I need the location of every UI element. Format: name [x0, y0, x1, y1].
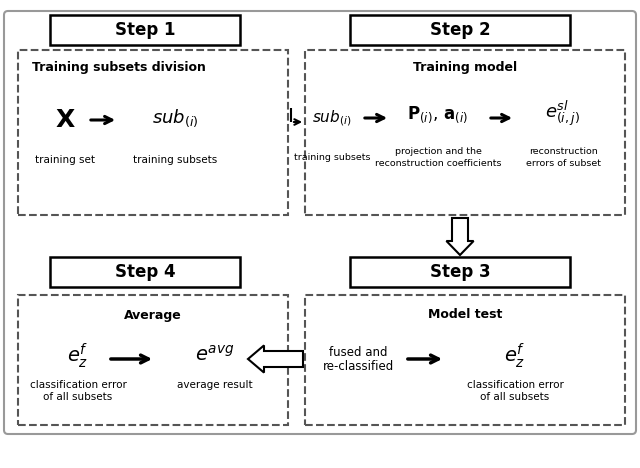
Text: Average: Average	[124, 308, 182, 322]
Text: $sub_{(i)}$: $sub_{(i)}$	[152, 107, 198, 129]
Text: $sub_{(i)}$: $sub_{(i)}$	[312, 108, 352, 128]
Bar	[18, 295, 288, 425]
Bar	[305, 295, 625, 425]
Text: $e^f_z$: $e^f_z$	[67, 342, 89, 370]
Bar	[305, 50, 625, 215]
Text: Step 2: Step 2	[429, 21, 490, 39]
Text: Step 4: Step 4	[115, 263, 175, 281]
Text: reconstruction: reconstruction	[529, 147, 597, 156]
Text: projection and the: projection and the	[395, 147, 481, 156]
Bar	[50, 15, 240, 45]
Text: $e^f_z$: $e^f_z$	[504, 342, 525, 370]
Bar	[350, 257, 570, 287]
Text: Step 1: Step 1	[115, 21, 175, 39]
Text: $e^{avg}$: $e^{avg}$	[195, 345, 235, 365]
Text: fused and: fused and	[329, 345, 387, 358]
Bar	[50, 257, 240, 287]
Text: classification error: classification error	[29, 380, 127, 390]
Text: $e^{sl}_{(i,j)}$: $e^{sl}_{(i,j)}$	[545, 98, 580, 128]
Text: errors of subset: errors of subset	[525, 159, 600, 168]
Text: reconstruction coefficients: reconstruction coefficients	[375, 159, 501, 168]
Text: training subsets: training subsets	[294, 154, 371, 162]
Text: of all subsets: of all subsets	[44, 392, 113, 402]
Text: classification error: classification error	[467, 380, 563, 390]
Text: Step 3: Step 3	[429, 263, 490, 281]
Text: $\mathbf{X}$: $\mathbf{X}$	[54, 108, 76, 132]
Text: of all subsets: of all subsets	[481, 392, 550, 402]
Text: average result: average result	[177, 380, 253, 390]
Bar	[18, 50, 288, 215]
Text: training set: training set	[35, 155, 95, 165]
Text: Model test: Model test	[428, 308, 502, 322]
Text: $\mathbf{P}_{(i)},\,\mathbf{a}_{(i)}$: $\mathbf{P}_{(i)},\,\mathbf{a}_{(i)}$	[408, 105, 468, 125]
FancyBboxPatch shape	[4, 11, 636, 434]
Text: Training subsets division: Training subsets division	[32, 61, 206, 74]
Text: re-classified: re-classified	[323, 360, 394, 373]
Polygon shape	[447, 218, 474, 255]
Bar	[350, 15, 570, 45]
Text: training subsets: training subsets	[133, 155, 217, 165]
Polygon shape	[248, 345, 303, 373]
Text: Training model: Training model	[413, 61, 517, 74]
